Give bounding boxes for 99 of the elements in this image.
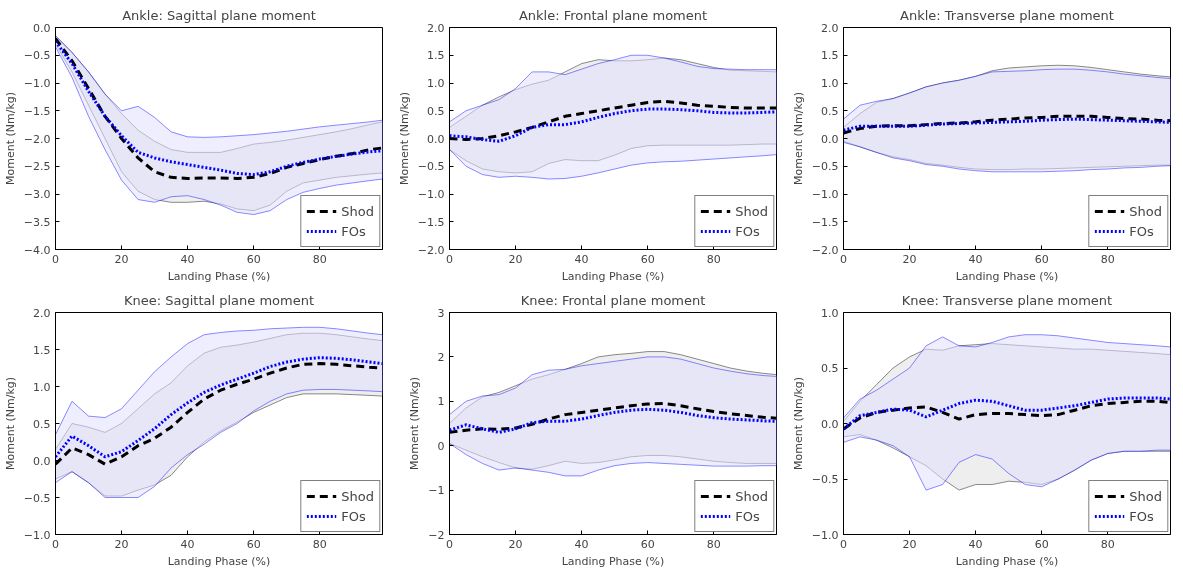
y-axis-title: Moment (Nm/kg) [3, 376, 17, 471]
y-tick-label: 1.0 [821, 306, 839, 320]
y-tick-label: 2 [437, 350, 445, 364]
x-tick-label: 40 [968, 537, 983, 551]
y-tick-label: 1.5 [821, 49, 839, 63]
legend-label: Shod [735, 203, 768, 219]
x-tick-label: 20 [902, 537, 917, 551]
y-tick-label: 1.0 [821, 77, 839, 90]
x-tick-label: 60 [640, 252, 655, 266]
y-tick-label: 1.0 [427, 77, 445, 90]
x-tick-label: 20 [508, 252, 523, 266]
x-axis-title: Landing Phase (%) [955, 269, 1059, 283]
y-tick-label: −1.0 [417, 188, 445, 201]
x-axis-title: Landing Phase (%) [955, 554, 1059, 568]
x-tick-label: 20 [508, 537, 523, 551]
y-tick-label: 1.0 [33, 380, 51, 394]
y-tick-label: 0.0 [33, 21, 51, 35]
y-tick-label: −2.0 [23, 132, 51, 146]
y-tick-label: 0.5 [33, 417, 51, 431]
y-tick-label: 2.0 [427, 21, 445, 35]
x-tick-label: 60 [640, 537, 655, 551]
y-tick-label: 0.5 [821, 104, 839, 118]
legend-label: FOs [1129, 223, 1154, 239]
x-tick-label: 60 [246, 252, 261, 266]
x-tick-label: 20 [114, 252, 129, 266]
x-tick-label: 80 [706, 537, 721, 551]
x-tick-label: 40 [574, 252, 589, 266]
y-tick-label: −4.0 [23, 243, 51, 257]
legend-label: Shod [735, 488, 768, 504]
y-axis-title: Moment (Nm/kg) [791, 91, 805, 186]
legend-label: Shod [1129, 203, 1162, 219]
y-tick-label: −1.0 [23, 528, 51, 542]
y-tick-label: −1.0 [23, 77, 51, 90]
chart-title: Ankle: Transverse plane moment [900, 7, 1114, 23]
x-tick-label: 80 [312, 252, 327, 266]
x-tick-label: 60 [1034, 252, 1049, 266]
y-tick-label: 0.0 [427, 132, 445, 146]
y-tick-label: −1.5 [811, 215, 839, 229]
x-tick-label: 40 [968, 252, 983, 266]
y-tick-label: 2.0 [33, 306, 51, 320]
y-axis-title: Moment (Nm/kg) [408, 376, 422, 471]
x-axis-title: Landing Phase (%) [561, 554, 665, 568]
legend-label: FOs [341, 508, 366, 524]
y-tick-label: 3 [437, 306, 445, 320]
chart-title: Ankle: Sagittal plane moment [122, 7, 316, 23]
y-tick-label: −3.5 [23, 215, 51, 229]
x-tick-label: 40 [180, 537, 195, 551]
x-tick-label: 80 [1100, 537, 1115, 551]
x-tick-label: 80 [312, 537, 327, 551]
chart-title: Knee: Transverse plane moment [901, 292, 1113, 308]
chart-title: Ankle: Frontal plane moment [518, 7, 708, 23]
y-tick-label: −1.5 [23, 104, 51, 118]
y-tick-label: −0.5 [23, 491, 51, 505]
y-tick-label: −2.5 [23, 160, 51, 174]
x-tick-label: 40 [180, 252, 195, 266]
chart-title: Knee: Sagittal plane moment [123, 292, 315, 308]
x-tick-label: 60 [1034, 537, 1049, 551]
y-tick-label: 0.0 [33, 454, 51, 468]
y-axis-title: Moment (Nm/kg) [791, 376, 805, 471]
y-tick-label: −1.0 [811, 188, 839, 201]
y-tick-label: 1.5 [427, 49, 445, 63]
legend-label: FOs [735, 223, 760, 239]
y-tick-label: −0.5 [417, 160, 445, 174]
legend-label: Shod [1129, 488, 1162, 504]
x-tick-label: 20 [114, 537, 129, 551]
y-axis-title: Moment (Nm/kg) [3, 91, 17, 186]
y-tick-label: −0.5 [811, 473, 839, 486]
x-axis-title: Landing Phase (%) [561, 269, 665, 283]
x-axis-title: Landing Phase (%) [167, 554, 271, 568]
y-tick-label: 0 [437, 439, 445, 453]
legend-label: Shod [341, 203, 374, 219]
y-tick-label: −2 [428, 528, 445, 542]
chart-title: Knee: Frontal plane moment [520, 292, 706, 308]
y-tick-label: 0.0 [821, 417, 839, 431]
y-tick-label: 1 [437, 395, 445, 409]
y-tick-label: 2.0 [821, 21, 839, 35]
legend-label: FOs [1129, 508, 1154, 524]
x-tick-label: 40 [574, 537, 589, 551]
y-tick-label: 0.5 [427, 104, 445, 118]
y-tick-label: −2.0 [417, 243, 445, 257]
legend-label: Shod [341, 488, 374, 504]
x-tick-label: 20 [902, 252, 917, 266]
y-tick-label: −1.0 [811, 528, 839, 542]
x-tick-label: 60 [246, 537, 261, 551]
x-tick-label: 80 [1100, 252, 1115, 266]
y-tick-label: −3.0 [23, 188, 51, 201]
y-tick-label: 0.0 [821, 132, 839, 146]
x-axis-title: Landing Phase (%) [167, 269, 271, 283]
legend-label: FOs [735, 508, 760, 524]
y-tick-label: 0.5 [821, 362, 839, 375]
x-tick-label: 80 [706, 252, 721, 266]
y-tick-label: −1 [428, 484, 445, 498]
y-tick-label: 1.5 [33, 343, 51, 357]
y-tick-label: −0.5 [811, 160, 839, 174]
y-tick-label: −2.0 [811, 243, 839, 257]
y-tick-label: −1.5 [417, 215, 445, 229]
y-tick-label: −0.5 [23, 49, 51, 63]
y-axis-title: Moment (Nm/kg) [397, 91, 411, 186]
legend-label: FOs [341, 223, 366, 239]
